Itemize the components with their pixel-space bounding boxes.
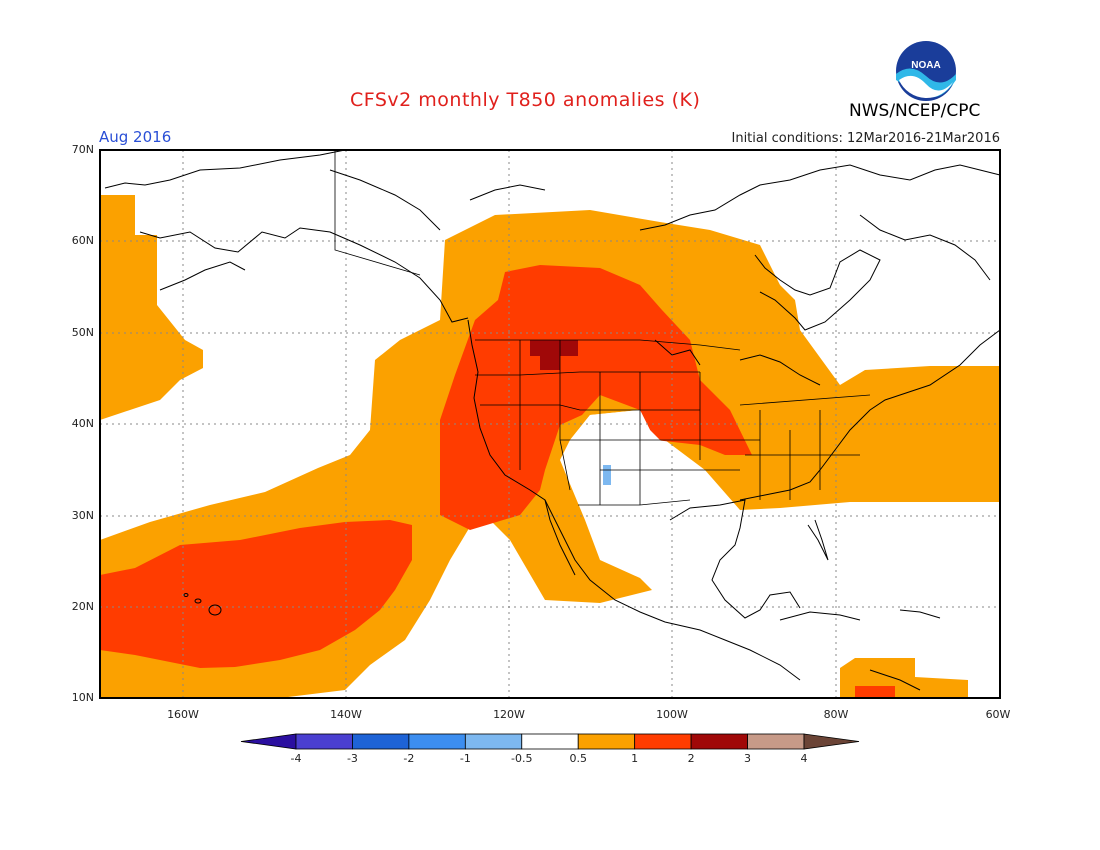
chart-title: CFSv2 monthly T850 anomalies (K) <box>350 89 701 111</box>
lon-tick-label: 80W <box>823 708 849 721</box>
forecast-period: Aug 2016 <box>99 128 172 146</box>
colorbar-tick-label: 1 <box>631 752 639 765</box>
anomaly-region <box>100 520 412 668</box>
agency-label: NWS/NCEP/CPC <box>849 101 981 121</box>
logo-text: NOAA <box>911 60 940 71</box>
anomaly-region <box>603 465 611 485</box>
lon-tick-label: 100W <box>656 708 688 721</box>
anomaly-region <box>100 195 203 420</box>
graticule <box>100 150 1000 698</box>
lat-tick-label: 20N <box>71 600 94 613</box>
colorbar-tick-label: -1 <box>459 752 471 765</box>
lon-tick-label: 60W <box>985 708 1011 721</box>
lon-tick-label: 120W <box>493 708 525 721</box>
anomaly-fill-layer <box>100 195 1000 698</box>
colorbar-tick-label: -2 <box>403 752 415 765</box>
coastlines <box>104 149 1001 691</box>
colorbar-tick-label: -3 <box>346 752 358 765</box>
lat-tick-label: 30N <box>71 509 94 522</box>
colorbar-tick-label: -0.5 <box>511 752 533 765</box>
lat-tick-label: 10N <box>71 691 94 704</box>
colorbar-tick-label: 2 <box>687 752 695 765</box>
lat-tick-label: 70N <box>71 143 94 156</box>
initial-conditions: Initial conditions: 12Mar2016-21Mar2016 <box>731 131 1001 146</box>
colorbar-tick-label: 4 <box>800 752 808 765</box>
lat-tick-label: 60N <box>71 234 94 247</box>
lat-tick-label: 50N <box>71 326 94 339</box>
borders <box>334 150 871 506</box>
anomaly-region <box>855 686 895 698</box>
colorbar-tick-label: -4 <box>290 752 302 765</box>
anomaly-region <box>530 340 578 370</box>
lat-tick-label: 40N <box>71 417 94 430</box>
colorbar-tick-label: 0.5 <box>569 752 587 765</box>
noaa-logo: NOAA <box>895 40 957 102</box>
map-frame <box>99 149 1001 699</box>
lon-tick-label: 140W <box>330 708 362 721</box>
lon-tick-label: 160W <box>167 708 199 721</box>
colorbar-tick-label: 3 <box>744 752 752 765</box>
anomaly-region <box>440 265 752 530</box>
